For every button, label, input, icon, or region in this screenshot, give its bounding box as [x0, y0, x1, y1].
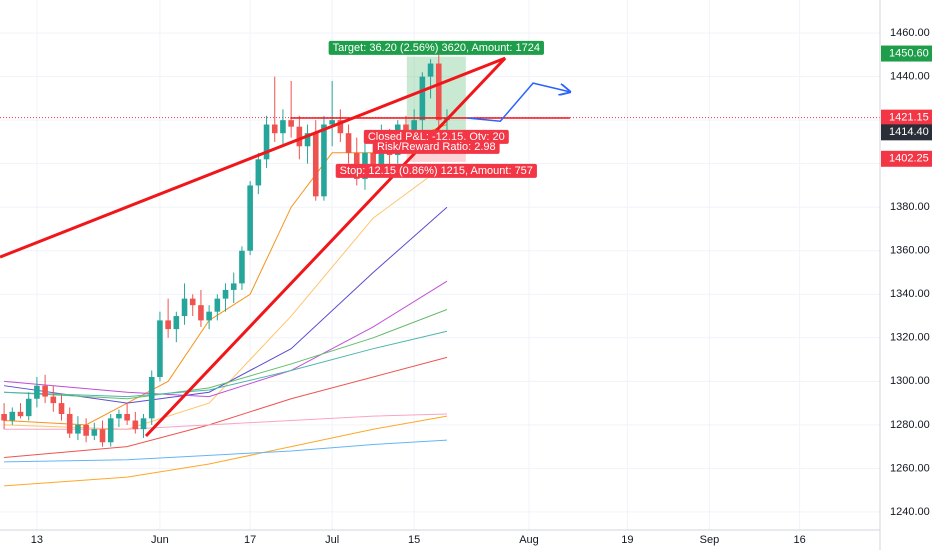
- position-label: Target: 36.20 (2.56%) 3620, Amount: 1724: [328, 40, 544, 55]
- candle-body: [66, 413, 73, 434]
- moving-average: [4, 415, 448, 487]
- candle-body: [189, 298, 196, 306]
- trend-line: [144, 57, 507, 438]
- x-tick-label: Jul: [325, 534, 339, 546]
- candle-body: [263, 124, 270, 160]
- candle-body: [116, 413, 122, 419]
- moving-average: [4, 206, 448, 404]
- candle-body: [34, 385, 40, 399]
- candle-body: [124, 413, 130, 421]
- x-tick-label: Sep: [700, 534, 720, 546]
- position-label: Risk/Reward Ratio: 2.98: [373, 139, 500, 154]
- candle-body: [206, 311, 212, 321]
- candle-body: [50, 396, 57, 404]
- candle-body: [1, 413, 7, 421]
- candle-body: [157, 320, 163, 377]
- candle-body: [247, 185, 253, 251]
- candle-body: [140, 418, 147, 430]
- grid: [0, 0, 880, 530]
- moving-average: [4, 439, 448, 463]
- candle-body: [370, 152, 376, 169]
- price-badge-label: 1414.40: [889, 126, 929, 138]
- candle-body: [337, 120, 344, 134]
- candle-body: [58, 403, 65, 414]
- candle-body: [83, 424, 89, 436]
- x-tick-label: 16: [794, 534, 806, 546]
- x-tick-label: Jun: [151, 534, 169, 546]
- price-badge: [881, 150, 932, 167]
- axes: 1240.00 1260.00 1280.00 1300.00 1320.00 1340.…: [31, 27, 932, 546]
- y-tick-label: 1460.00: [890, 27, 930, 39]
- price-badge-label: 1421.15: [889, 112, 929, 124]
- candle-body: [148, 376, 155, 419]
- candle-body: [427, 63, 434, 77]
- candle-body: [419, 76, 426, 121]
- y-tick-label: 1360.00: [890, 245, 930, 257]
- candle-body: [230, 283, 237, 290]
- candle-body: [181, 298, 188, 317]
- y-tick-label: 1440.00: [890, 71, 930, 83]
- y-tick-label: 1280.00: [890, 419, 930, 431]
- plot-area: Target: 36.20 (2.56%) 3620, Amount: 1724…: [0, 40, 880, 487]
- candle-body: [239, 250, 245, 284]
- label-background: [328, 40, 544, 55]
- x-tick-label: 19: [621, 534, 633, 546]
- candle-body: [165, 320, 171, 330]
- y-tick-label: 1260.00: [890, 462, 930, 474]
- y-tick-label: 1320.00: [890, 332, 930, 344]
- label-text: Risk/Reward Ratio: 2.98: [377, 141, 496, 153]
- label-background: [335, 163, 537, 178]
- candle-body: [25, 398, 32, 417]
- moving-average: [4, 280, 448, 398]
- label-background: [373, 139, 500, 154]
- candle-body: [329, 120, 335, 125]
- candle-body: [321, 124, 327, 197]
- moving-average: [4, 330, 448, 398]
- candle-body: [435, 63, 442, 121]
- moving-average: [4, 356, 448, 459]
- candle-body: [312, 133, 319, 197]
- candle-body: [17, 411, 24, 417]
- x-tick-label: 17: [244, 534, 256, 546]
- price-badge-label: 1402.25: [889, 153, 929, 165]
- position-label: Stop: 12.15 (0.86%) 1215, Amount: 757: [335, 163, 537, 178]
- candle-body: [173, 316, 180, 330]
- label-text: Target: 36.20 (2.56%) 3620, Amount: 1724: [333, 42, 540, 54]
- moving-average: [4, 413, 447, 430]
- price-badge: [881, 109, 932, 126]
- price-badge: [881, 124, 932, 141]
- candle-body: [99, 429, 106, 443]
- candle-body: [75, 424, 81, 434]
- candle-body: [271, 124, 278, 134]
- candle-body: [296, 126, 303, 147]
- y-tick-label: 1380.00: [890, 201, 930, 213]
- x-tick-label: 13: [31, 534, 43, 546]
- candle-body: [91, 429, 98, 436]
- x-tick-label: 15: [408, 534, 420, 546]
- candle-body: [214, 298, 221, 312]
- y-tick-label: 1240.00: [890, 506, 930, 518]
- moving-average: [4, 163, 448, 430]
- candle-body: [345, 133, 352, 153]
- candle-body: [288, 120, 294, 127]
- price-badge: [881, 45, 932, 62]
- candle-body: [222, 289, 229, 299]
- trend-line: [0, 56, 506, 259]
- x-tick-label: Aug: [519, 534, 539, 546]
- candle-body: [304, 133, 311, 147]
- label-text: Stop: 12.15 (0.86%) 1215, Amount: 757: [340, 165, 533, 177]
- projection-path: [467, 82, 570, 123]
- candle-body: [9, 411, 16, 421]
- candle-body: [255, 159, 262, 186]
- price-badge-label: 1450.60: [889, 47, 929, 59]
- candle-body: [107, 418, 114, 443]
- y-tick-label: 1300.00: [890, 375, 930, 387]
- moving-average: [4, 309, 448, 400]
- candle-body: [198, 305, 204, 321]
- y-tick-label: 1340.00: [890, 288, 930, 300]
- candle-body: [280, 120, 286, 134]
- candle-body: [42, 385, 48, 397]
- candle-body: [132, 420, 139, 430]
